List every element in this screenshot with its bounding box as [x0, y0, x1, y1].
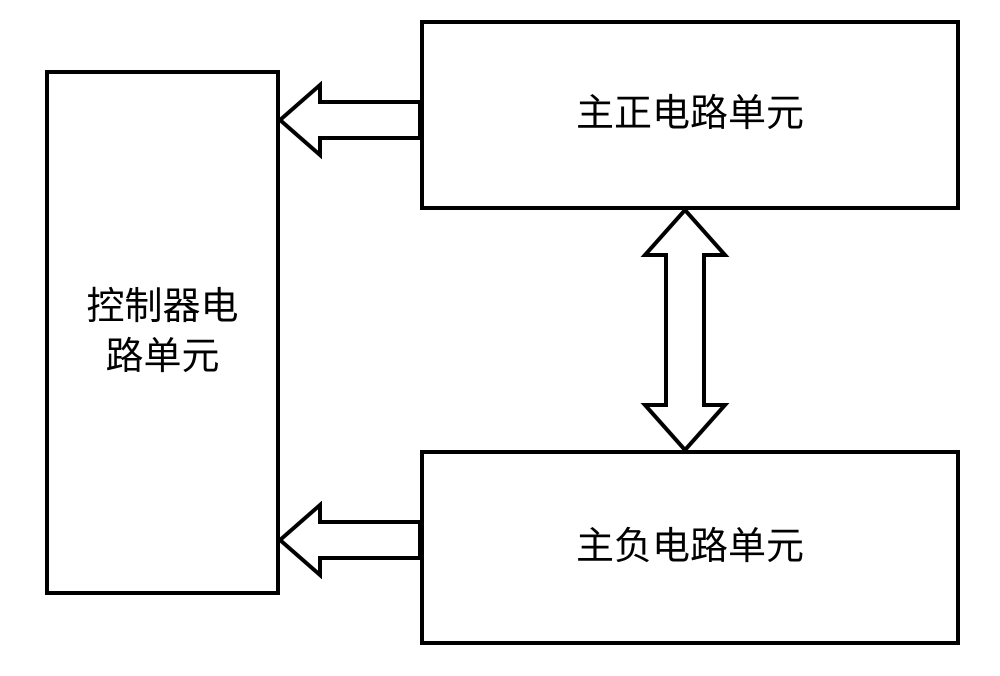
- main-negative-label: 主负电路单元: [576, 523, 804, 572]
- main-positive-block: 主正电路单元: [420, 20, 960, 210]
- main-negative-block: 主负电路单元: [420, 450, 960, 645]
- controller-block: 控制器电路单元: [45, 70, 280, 595]
- arrow-negative-to-controller: [280, 500, 420, 580]
- arrow-bidirectional-vertical: [640, 210, 730, 450]
- main-positive-label: 主正电路单元: [576, 90, 804, 139]
- controller-label: 控制器电路单元: [86, 283, 238, 382]
- arrow-positive-to-controller: [280, 80, 420, 160]
